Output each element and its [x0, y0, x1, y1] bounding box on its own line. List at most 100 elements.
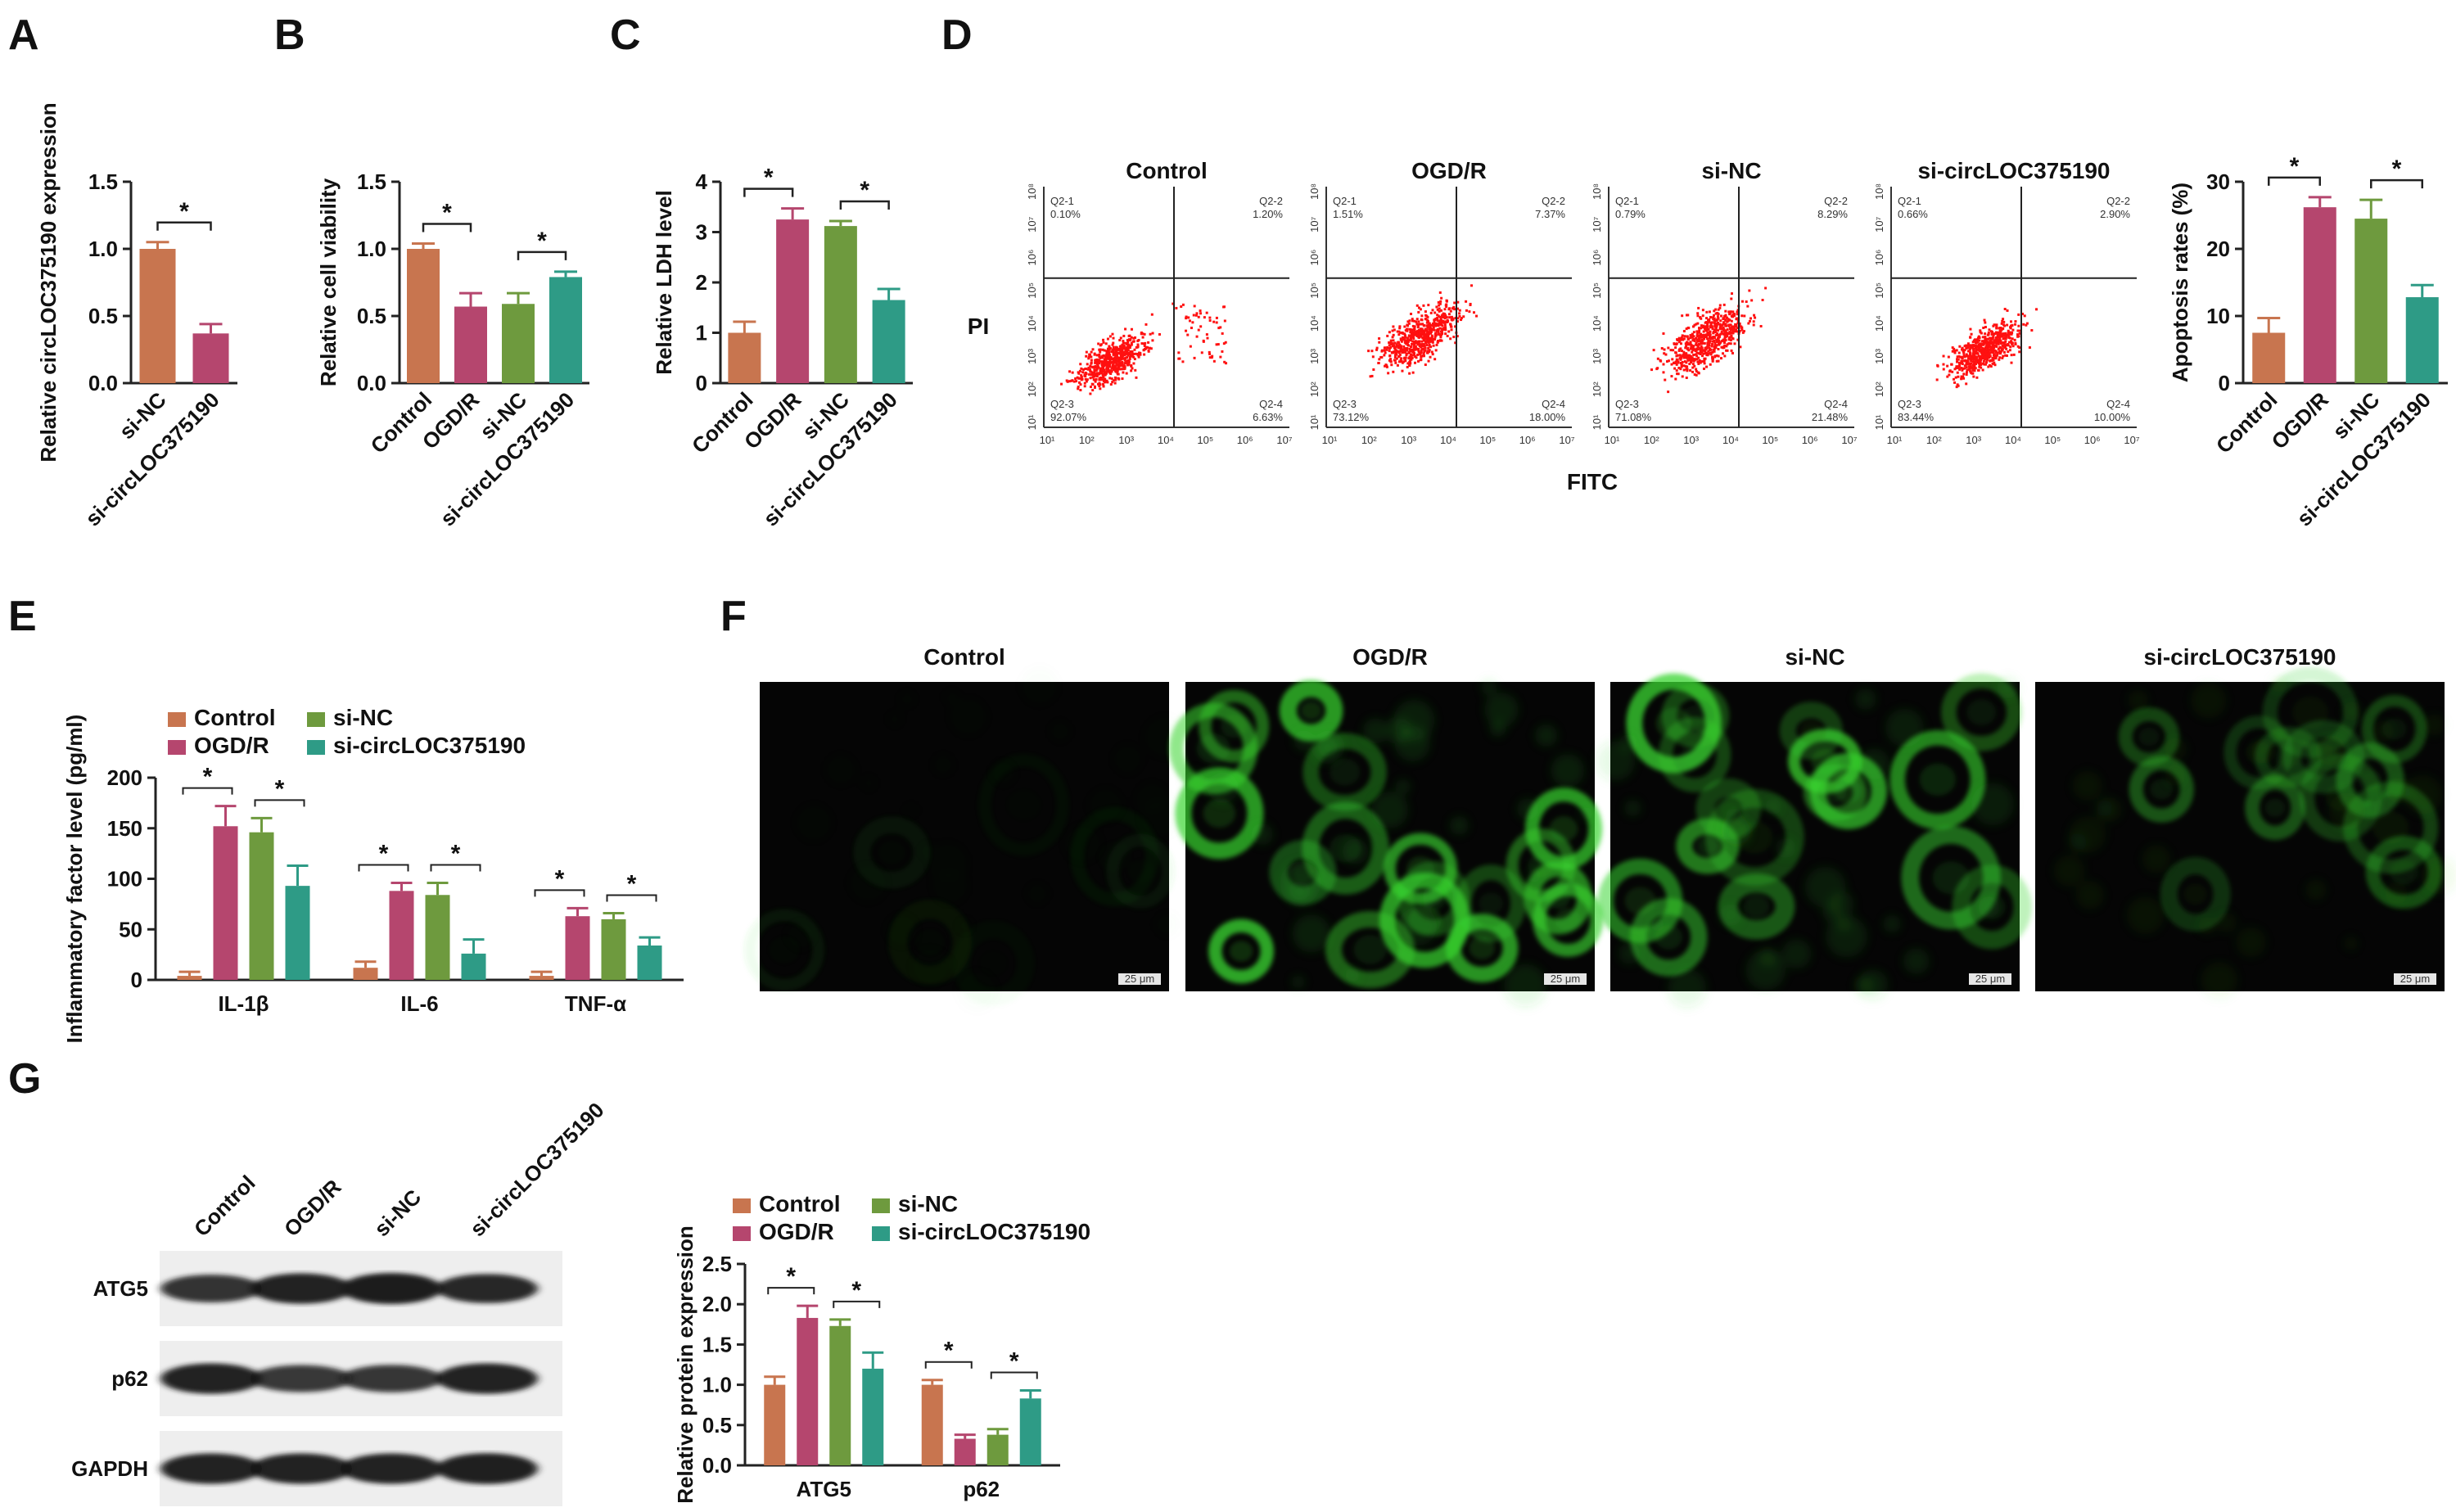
flow-dot	[1717, 354, 1720, 358]
flow-dot	[1993, 363, 1997, 367]
flow-dot	[1089, 364, 1092, 368]
flow-dot	[1401, 369, 1404, 372]
flow-dot	[1121, 377, 1124, 381]
flow-dot	[1987, 331, 1990, 334]
flow-dot	[1724, 323, 1727, 327]
flow-dot	[1104, 377, 1107, 381]
bar	[461, 953, 486, 980]
scale-bar-label: 25 μm	[1975, 973, 2005, 985]
flow-dot	[1948, 370, 1952, 373]
flow-dot	[1714, 308, 1718, 311]
cell-nucleus	[1469, 937, 1495, 960]
flow-dot	[1416, 353, 1420, 356]
flow-dot	[1416, 343, 1420, 346]
flow-dot	[1431, 324, 1434, 327]
flow-dot	[1974, 346, 1977, 350]
flow-dot	[1429, 345, 1433, 349]
flow-dot	[1121, 349, 1124, 352]
flow-dot	[1126, 359, 1129, 363]
flow-dot	[1111, 361, 1114, 364]
flow-dot	[1998, 358, 2001, 361]
flow-dot	[1998, 341, 2002, 344]
flow-dot	[1085, 350, 1088, 354]
flow-dot	[1129, 350, 1132, 353]
y-tick-label: 0.0	[88, 371, 118, 395]
flow-dot	[1424, 314, 1428, 317]
flow-dot	[1409, 353, 1412, 356]
flow-dot	[1439, 336, 1442, 339]
flow-dot	[1102, 364, 1105, 368]
flow-dot	[1085, 380, 1088, 383]
flow-dot	[1086, 363, 1089, 366]
flow-dot	[1951, 370, 1954, 373]
flow-dot	[2022, 323, 2025, 326]
flow-dot	[1132, 355, 1135, 359]
flow-dot	[1208, 356, 1212, 359]
flow-dot	[1430, 350, 1433, 354]
flow-dot	[1393, 350, 1396, 354]
lane-label: OGD/R	[279, 1175, 346, 1242]
haze-spot	[1883, 914, 1902, 933]
cell	[978, 753, 1069, 856]
flow-dot	[1431, 341, 1434, 344]
flow-y-tick: 10²	[1308, 381, 1321, 397]
flow-dot	[1719, 319, 1722, 323]
flow-dot	[1979, 359, 1982, 363]
flow-dot	[1966, 350, 1970, 353]
flow-dot	[2010, 361, 2013, 364]
flow-dot	[1424, 340, 1427, 343]
flow-dot	[1708, 347, 1711, 350]
flow-dot	[1980, 363, 1983, 366]
flow-dot	[1401, 351, 1404, 354]
flow-dot	[1133, 358, 1136, 361]
flow-dot	[1942, 368, 1945, 371]
flow-dot	[1394, 348, 1397, 351]
flow-dot	[1686, 354, 1690, 357]
flow-dot	[1452, 336, 1456, 339]
flow-dot	[1998, 336, 2001, 339]
flow-dot	[1420, 343, 1423, 346]
flow-dot	[1690, 335, 1693, 338]
flow-plot-title: OGD/R	[1411, 158, 1487, 183]
flow-dot	[1443, 323, 1447, 327]
flow-dot	[1975, 376, 1979, 379]
fluorescence-image: 25 μm	[2035, 666, 2456, 1000]
flow-dot	[1965, 373, 1968, 377]
flow-dot	[1408, 360, 1411, 363]
flow-dot	[1120, 364, 1123, 368]
flow-dot	[1752, 323, 1755, 327]
flow-dot	[1698, 337, 1701, 341]
y-tick-label: 0.5	[702, 1413, 732, 1438]
haze-spot	[1113, 744, 1143, 774]
flow-dot	[1427, 341, 1430, 344]
flow-dot	[1434, 323, 1438, 326]
flow-dot	[1108, 362, 1112, 365]
flow-dot	[1711, 327, 1714, 331]
flow-dot	[1424, 349, 1427, 352]
flow-dot	[1692, 331, 1695, 334]
flow-dot	[1995, 332, 1998, 335]
haze-spot	[2386, 777, 2413, 804]
flow-dot	[1948, 373, 1951, 377]
flow-dot	[1117, 364, 1121, 368]
flow-dot	[1076, 376, 1079, 379]
flow-dot	[1695, 373, 1698, 377]
flow-dot	[1136, 339, 1140, 342]
flow-dot	[1121, 350, 1124, 354]
flow-dot	[1115, 347, 1118, 350]
flow-dot	[1965, 382, 1968, 386]
flow-dot	[2002, 350, 2006, 354]
flow-dot	[1749, 317, 1753, 320]
cell-nucleus	[2264, 798, 2286, 817]
flow-x-tick: 10²	[1361, 434, 1377, 446]
flow-dot	[1122, 365, 1125, 368]
flow-y-tick: 10⁶	[1026, 250, 1038, 266]
flow-dot	[1731, 315, 1735, 318]
flow-dot	[1434, 324, 1438, 327]
flow-dot	[1429, 332, 1433, 335]
flow-dot	[1120, 357, 1123, 360]
flow-dot	[1389, 360, 1393, 363]
flow-dot	[1692, 359, 1695, 363]
flow-dot	[1956, 358, 1959, 361]
flow-dot	[1681, 334, 1684, 337]
